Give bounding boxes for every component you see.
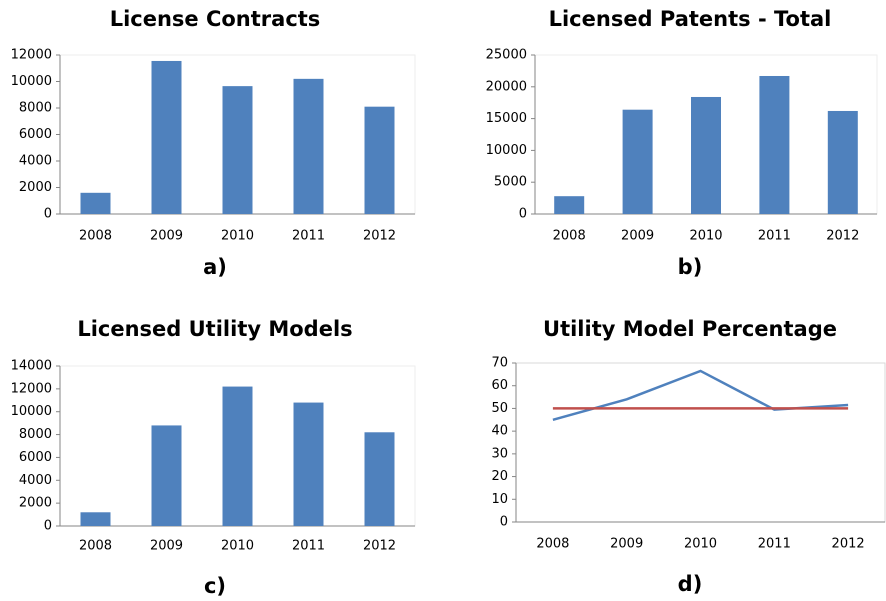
y-tick-label: 4000 <box>19 154 52 169</box>
x-tick-label: 2012 <box>832 537 865 552</box>
y-tick-label: 40 <box>491 424 508 439</box>
x-tick-label: 2010 <box>221 229 254 244</box>
plot-area <box>515 362 886 523</box>
y-tick-label: 20000 <box>486 79 527 94</box>
x-tick-label: 2009 <box>150 539 183 554</box>
y-tick-label: 0 <box>519 207 527 222</box>
x-tick-label: 2012 <box>826 229 859 244</box>
y-tick-label: 15000 <box>486 111 527 126</box>
bar <box>222 86 253 214</box>
x-tick-label: 2010 <box>221 539 254 554</box>
line-series <box>552 369 849 421</box>
y-tick-label: 4000 <box>19 473 52 488</box>
y-tick-label: 12000 <box>11 381 52 396</box>
y-tick-label: 8000 <box>19 427 52 442</box>
panel-caption: c) <box>204 574 226 598</box>
panel-caption: b) <box>678 255 703 279</box>
chart-title: Utility Model Percentage <box>543 317 837 341</box>
chart-title: License Contracts <box>110 7 321 31</box>
y-tick-label: 10000 <box>11 74 52 89</box>
bar <box>80 192 111 214</box>
y-tick-label: 10000 <box>486 143 527 158</box>
panel-caption: d) <box>678 572 703 596</box>
x-tick-label: 2008 <box>553 229 586 244</box>
bar <box>364 432 395 526</box>
bar <box>759 75 790 214</box>
bar <box>151 425 182 526</box>
panel-caption: a) <box>203 255 227 279</box>
bar <box>827 110 858 214</box>
y-tick-label: 70 <box>491 356 508 371</box>
y-tick-label: 14000 <box>11 359 52 374</box>
x-tick-label: 2011 <box>758 537 791 552</box>
x-tick-label: 2008 <box>79 539 112 554</box>
bar <box>222 386 253 526</box>
x-tick-label: 2009 <box>621 229 654 244</box>
y-tick-label: 2000 <box>19 496 52 511</box>
x-tick-label: 2010 <box>684 537 717 552</box>
y-tick-label: 10 <box>491 492 508 507</box>
x-tick-label: 2011 <box>292 539 325 554</box>
y-tick-label: 2000 <box>19 180 52 195</box>
x-tick-label: 2011 <box>758 229 791 244</box>
y-tick-label: 60 <box>491 378 508 393</box>
x-tick-label: 2012 <box>363 539 396 554</box>
bar <box>80 512 111 526</box>
y-tick-label: 30 <box>491 446 508 461</box>
y-tick-label: 12000 <box>11 48 52 63</box>
chart-title: Licensed Patents - Total <box>549 7 832 31</box>
y-tick-label: 50 <box>491 401 508 416</box>
x-tick-label: 2009 <box>150 229 183 244</box>
bar <box>622 109 653 214</box>
y-tick-label: 8000 <box>19 101 52 116</box>
y-tick-label: 20 <box>491 469 508 484</box>
bar <box>151 60 182 215</box>
x-tick-label: 2011 <box>292 229 325 244</box>
bar <box>554 196 585 214</box>
x-tick-label: 2008 <box>79 229 112 244</box>
chart-title: Licensed Utility Models <box>77 317 352 341</box>
x-tick-label: 2008 <box>536 537 569 552</box>
bar <box>293 78 324 214</box>
y-tick-label: 6000 <box>19 450 52 465</box>
bar <box>293 402 324 526</box>
x-tick-label: 2012 <box>363 229 396 244</box>
y-tick-label: 5000 <box>494 175 527 190</box>
x-tick-label: 2009 <box>610 537 643 552</box>
y-tick-label: 0 <box>44 207 52 222</box>
x-tick-label: 2010 <box>689 229 722 244</box>
y-tick-label: 10000 <box>11 404 52 419</box>
y-tick-label: 0 <box>44 519 52 534</box>
bar <box>364 106 395 214</box>
y-tick-label: 25000 <box>486 48 527 63</box>
y-tick-label: 0 <box>500 515 508 530</box>
y-tick-label: 6000 <box>19 127 52 142</box>
bar <box>691 96 721 214</box>
